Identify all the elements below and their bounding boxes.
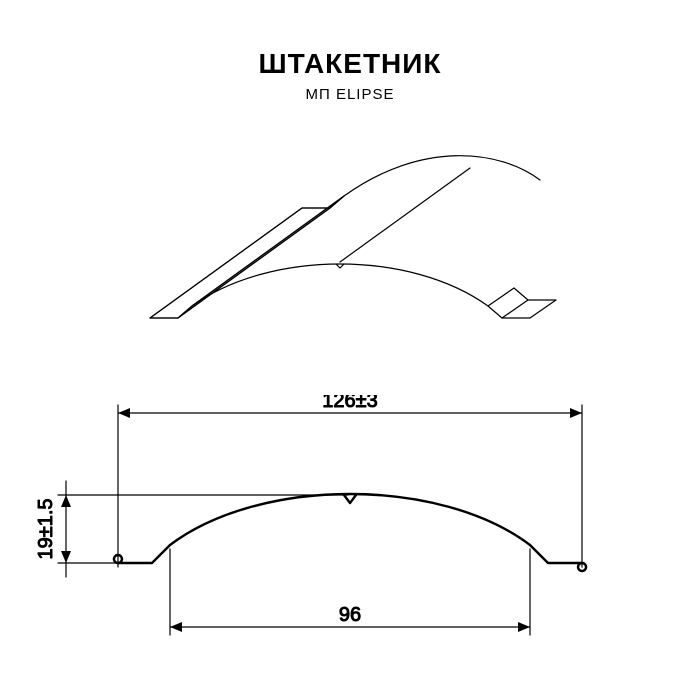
title-block: ШТАКЕТНИК МП ELIPSE [0, 48, 700, 103]
cross-section-drawing: 126±3 96 19±1.5 [0, 395, 700, 695]
isometric-drawing [0, 120, 700, 380]
dim-width-bottom: 96 [339, 604, 361, 626]
dim-width-top: 126±3 [322, 395, 377, 412]
dim-height: 19±1.5 [35, 498, 57, 559]
product-title: ШТАКЕТНИК [0, 48, 700, 80]
product-subtitle: МП ELIPSE [0, 86, 700, 103]
